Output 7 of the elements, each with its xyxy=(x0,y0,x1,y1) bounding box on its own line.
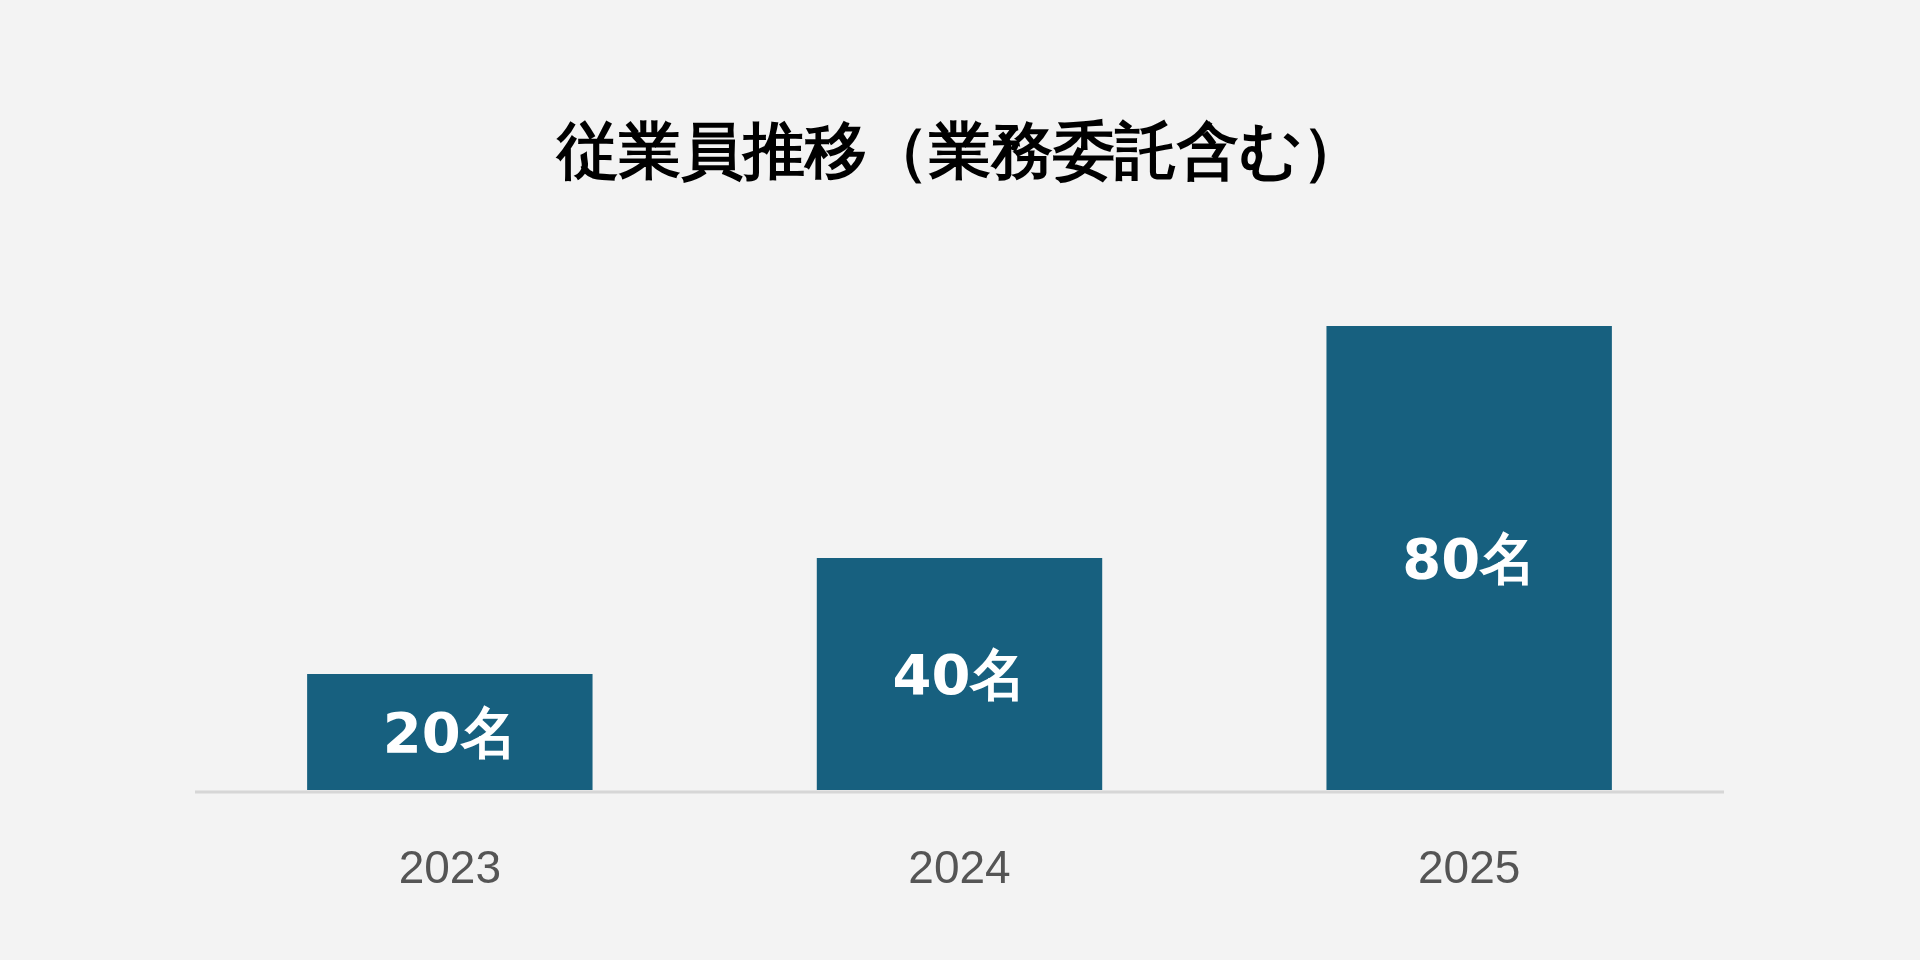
x-tick-label: 2023 xyxy=(398,841,502,893)
data-label: 40名 xyxy=(892,641,1027,707)
data-label: 20名 xyxy=(382,699,517,765)
chart-title: 従業員推移（業務委託含む） xyxy=(554,113,1364,187)
x-tick-label: 2024 xyxy=(908,841,1011,893)
x-tick-label: 2025 xyxy=(1417,841,1521,893)
data-label: 80名 xyxy=(1402,525,1537,591)
